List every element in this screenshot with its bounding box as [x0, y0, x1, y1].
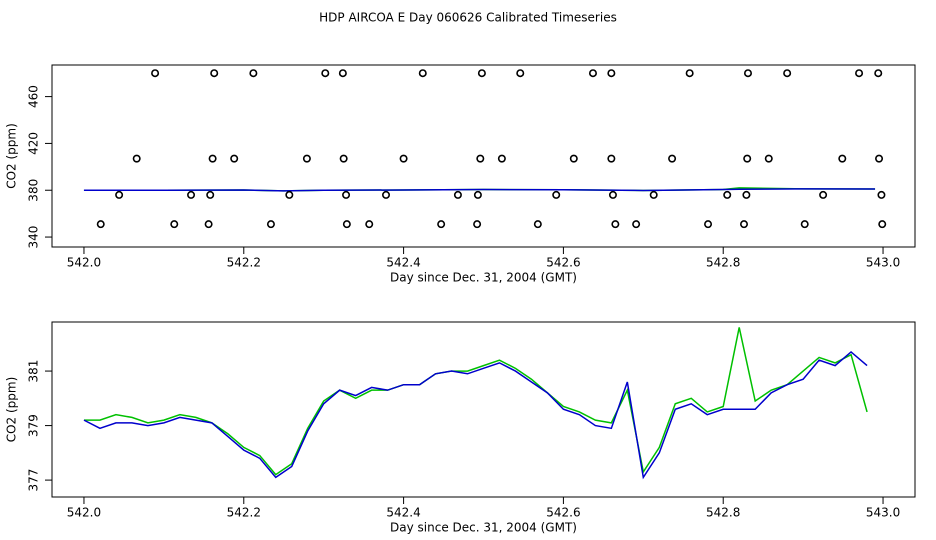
x-tick-label: 542.2: [227, 256, 261, 270]
plot-frame: [51, 64, 916, 248]
calibration-point: [877, 190, 886, 199]
calibration-point: [204, 220, 213, 229]
y-tick-label: 380: [27, 179, 41, 202]
calibration-point: [170, 220, 179, 229]
calibration-point: [338, 69, 347, 78]
calibration-point: [266, 220, 275, 229]
calibration-point: [855, 69, 864, 78]
y-axis-label: CO2 (ppm): [5, 377, 19, 443]
calibration-point: [533, 220, 542, 229]
y-tick-label: 379: [27, 414, 41, 437]
calibration-point: [649, 190, 658, 199]
x-tick-label: 543.0: [866, 256, 900, 270]
x-tick-label: 542.0: [67, 506, 101, 520]
calibration-point: [342, 220, 351, 229]
y-tick-label: 340: [27, 226, 41, 249]
calibration-point: [516, 69, 525, 78]
calibration-point: [607, 154, 616, 163]
x-tick-label: 542.8: [706, 506, 740, 520]
calibration-point: [399, 154, 408, 163]
calibration-point: [453, 190, 462, 199]
x-tick-label: 542.6: [546, 506, 580, 520]
x-tick-label: 542.0: [67, 256, 101, 270]
x-tick-label: 542.4: [386, 506, 420, 520]
calibration-point: [96, 220, 105, 229]
calibration-point: [704, 220, 713, 229]
calibration-point: [569, 154, 578, 163]
calibration-point: [819, 190, 828, 199]
y-tick-label: 377: [27, 469, 41, 492]
calibration-point: [302, 154, 311, 163]
calibration-point: [878, 220, 887, 229]
calibration-point: [588, 69, 597, 78]
plot-frame: [51, 321, 916, 498]
y-axis-label: CO2 (ppm): [5, 123, 19, 189]
calibration-point: [552, 190, 561, 199]
series-line: [83, 188, 876, 192]
x-tick-label: 542.8: [706, 256, 740, 270]
calibration-point: [210, 69, 219, 78]
calibration-point: [473, 190, 482, 199]
page-title: HDP AIRCOA E Day 060626 Calibrated Times…: [319, 11, 617, 25]
x-tick-label: 542.2: [227, 506, 261, 520]
calibration-point: [473, 220, 482, 229]
calibration-point: [285, 190, 294, 199]
calibration-point: [875, 154, 884, 163]
calibration-point: [151, 69, 160, 78]
x-tick-label: 542.4: [386, 256, 420, 270]
calibration-point: [838, 154, 847, 163]
calibration-point: [249, 69, 258, 78]
calibration-point: [743, 69, 752, 78]
calibration-point: [685, 69, 694, 78]
calibration-point: [668, 154, 677, 163]
y-tick-label: 420: [27, 132, 41, 155]
calibration-point: [115, 190, 124, 199]
calibration-point: [611, 220, 620, 229]
calibration-point: [339, 154, 348, 163]
calibration-point: [632, 220, 641, 229]
calibration-point: [497, 154, 506, 163]
calibration-point: [783, 69, 792, 78]
calibration-point: [342, 190, 351, 199]
series-line: [83, 327, 868, 476]
x-axis-label: Day since Dec. 31, 2004 (GMT): [390, 271, 577, 285]
calibration-point: [208, 154, 217, 163]
calibration-point: [874, 69, 883, 78]
calibration-point: [476, 154, 485, 163]
calibration-point: [206, 190, 215, 199]
calibration-point: [477, 69, 486, 78]
series-line: [83, 350, 868, 480]
calibration-point: [764, 154, 773, 163]
calibration-point: [437, 220, 446, 229]
calibration-point: [608, 190, 617, 199]
calibration-point: [739, 220, 748, 229]
calibration-point: [742, 190, 751, 199]
calibration-point: [321, 69, 330, 78]
calibration-point: [365, 220, 374, 229]
x-axis-label: Day since Dec. 31, 2004 (GMT): [390, 521, 577, 535]
calibration-point: [187, 190, 196, 199]
x-tick-label: 543.0: [866, 506, 900, 520]
calibration-point: [382, 190, 391, 199]
calibration-point: [723, 190, 732, 199]
calibration-point: [607, 69, 616, 78]
y-tick-label: 460: [27, 85, 41, 108]
y-tick-label: 381: [27, 360, 41, 383]
calibration-point: [743, 154, 752, 163]
calibration-point: [800, 220, 809, 229]
calibration-point: [418, 69, 427, 78]
calibration-point: [132, 154, 141, 163]
calibration-point: [230, 154, 239, 163]
x-tick-label: 542.6: [546, 256, 580, 270]
